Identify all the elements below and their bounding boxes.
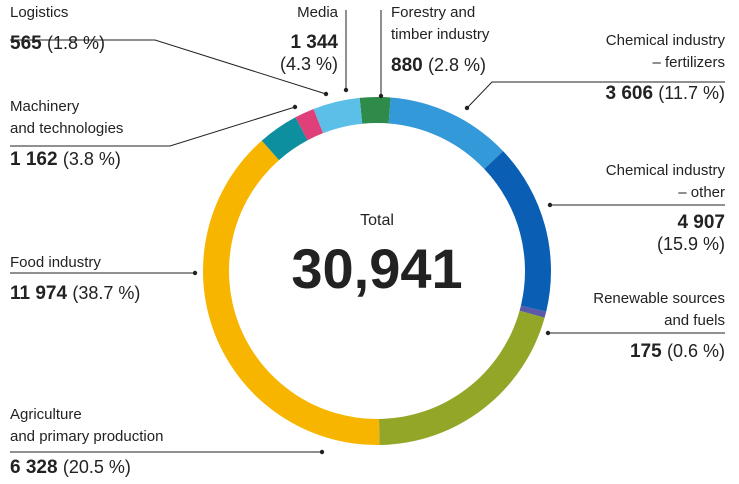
value-label: 1 344 xyxy=(290,32,338,53)
percentage-label: (2.8 %) xyxy=(427,55,487,75)
value-line: 4 907 (15.9 %) xyxy=(425,212,725,254)
value-label: 11 974 xyxy=(10,283,68,304)
percentage-label: (3.8 %) xyxy=(62,149,121,169)
segment-label: Forestry and timber industry 880 (2.8 %) xyxy=(391,2,489,77)
percentage-label: (4.3 %) xyxy=(279,54,338,74)
segment-label: Chemical industry – other 4 907 (15.9 %) xyxy=(425,160,725,254)
value-line: 880 (2.8 %) xyxy=(391,54,489,77)
category-name: Agriculture and primary production xyxy=(10,406,164,445)
segment-label: Renewable sources and fuels 175 (0.6 %) xyxy=(425,288,725,363)
value-label: 3 606 xyxy=(605,83,654,104)
value-label: 4 907 xyxy=(677,212,725,233)
segment-label: Media 1 344 (4.3 %) xyxy=(240,2,338,74)
segment-label: Food industry 11 974 (38.7 %) xyxy=(10,252,140,305)
leader-line xyxy=(466,81,725,109)
value-line: 565 (1.8 %) xyxy=(10,32,105,55)
category-name: Forestry and timber industry xyxy=(391,4,490,43)
category-name: Chemical industry – other xyxy=(605,162,725,201)
value-label: 880 xyxy=(391,55,423,76)
value-line: 6 328 (20.5 %) xyxy=(10,456,163,479)
segment xyxy=(519,305,547,318)
category-name: Logistics xyxy=(10,4,69,21)
category-name: Food industry xyxy=(10,254,101,271)
segment xyxy=(313,97,363,134)
value-label: 175 xyxy=(629,341,662,362)
segment-label: Logistics 565 (1.8 %) xyxy=(10,2,105,55)
leader-line xyxy=(10,39,327,95)
leader-dot xyxy=(192,270,198,276)
leader-dot xyxy=(378,93,384,99)
category-name: Machinery and technologies xyxy=(10,98,124,137)
leader-dot xyxy=(292,104,298,110)
segment xyxy=(203,140,380,445)
percentage-label: (1.8 %) xyxy=(46,33,106,53)
segment-label: Machinery and technologies 1 162 (3.8 %) xyxy=(10,96,123,171)
segment-label: Chemical industry – fertilizers 3 606 (11… xyxy=(425,30,725,105)
segment xyxy=(359,97,391,124)
value-label: 565 xyxy=(10,33,42,54)
segment xyxy=(295,108,324,141)
leader-line xyxy=(10,106,296,147)
total-label: Total xyxy=(360,212,394,229)
leader-dot xyxy=(547,202,553,208)
category-name: Renewable sources and fuels xyxy=(593,290,725,329)
leader-dot xyxy=(323,91,329,97)
segment xyxy=(379,310,545,445)
segment xyxy=(261,117,308,161)
value-label: 1 162 xyxy=(10,149,58,170)
value-line: 11 974 (38.7 %) xyxy=(10,282,140,305)
leader-dot xyxy=(545,330,551,336)
total-value: 30,941 xyxy=(291,237,463,300)
category-name: Chemical industry – fertilizers xyxy=(605,32,725,71)
percentage-label: (20.5 %) xyxy=(62,457,131,477)
value-label: 6 328 xyxy=(10,457,58,478)
percentage-label: (11.7 %) xyxy=(658,83,725,103)
value-line: 3 606 (11.7 %) xyxy=(425,82,725,105)
leader-dot xyxy=(319,449,325,455)
category-name: Media xyxy=(297,4,338,21)
leader-dot xyxy=(464,105,470,111)
segment-label: Agriculture and primary production 6 328 … xyxy=(10,404,163,479)
percentage-label: (0.6 %) xyxy=(666,341,725,361)
value-line: 1 162 (3.8 %) xyxy=(10,148,123,171)
percentage-label: (15.9 %) xyxy=(656,234,725,254)
percentage-label: (38.7 %) xyxy=(72,283,141,303)
value-line: 1 344 (4.3 %) xyxy=(240,32,338,74)
segment xyxy=(388,97,504,170)
segment xyxy=(484,151,551,312)
value-line: 175 (0.6 %) xyxy=(425,340,725,363)
leader-dot xyxy=(343,87,349,93)
